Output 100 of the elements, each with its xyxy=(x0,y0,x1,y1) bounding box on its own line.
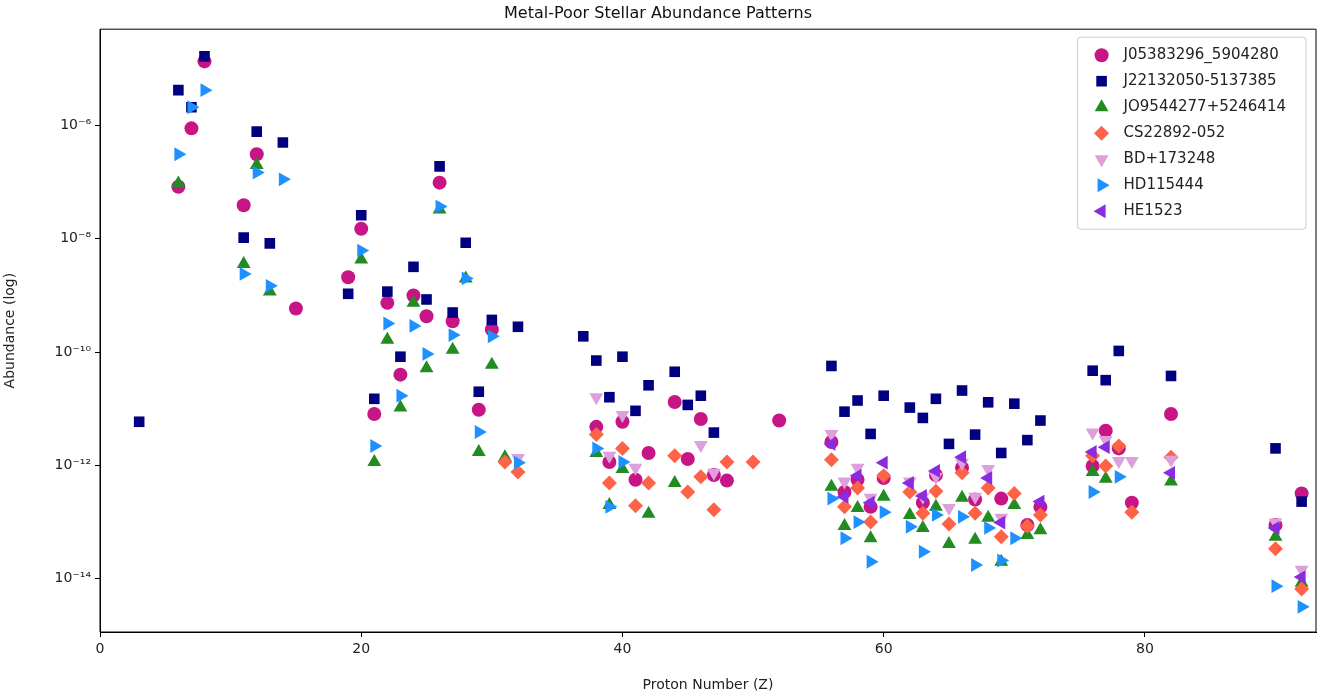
x-tick-label: 80 xyxy=(1135,640,1154,657)
point xyxy=(383,316,396,331)
point xyxy=(618,455,631,469)
point xyxy=(278,172,291,187)
point xyxy=(357,243,370,258)
point xyxy=(1113,345,1125,357)
point xyxy=(878,390,889,402)
point xyxy=(265,278,278,293)
y-tick-label: 10⁻¹² xyxy=(54,456,91,473)
point xyxy=(1296,496,1307,507)
point xyxy=(824,429,839,442)
point xyxy=(695,390,707,402)
point xyxy=(1098,458,1114,474)
point xyxy=(827,491,840,506)
point xyxy=(850,480,866,496)
point xyxy=(382,286,393,297)
point xyxy=(693,412,708,427)
point xyxy=(249,147,264,162)
legend-label: HD115444 xyxy=(1123,175,1204,194)
point xyxy=(682,399,694,411)
point xyxy=(605,499,618,514)
point xyxy=(614,440,630,456)
point xyxy=(174,147,187,162)
point xyxy=(370,439,383,453)
point xyxy=(994,491,1009,506)
point xyxy=(1007,497,1022,510)
point xyxy=(853,515,866,530)
point xyxy=(628,472,643,487)
legend-label: J05383296_5904280 xyxy=(1122,45,1279,65)
point xyxy=(199,51,210,62)
point xyxy=(236,198,251,213)
point xyxy=(941,516,957,532)
point xyxy=(980,480,996,496)
point xyxy=(577,331,589,342)
point xyxy=(1124,456,1139,469)
point xyxy=(993,529,1009,545)
point xyxy=(396,388,409,403)
point xyxy=(342,288,354,300)
point xyxy=(1032,507,1048,523)
point xyxy=(1270,443,1281,454)
point xyxy=(1006,485,1022,501)
point xyxy=(133,416,145,428)
point xyxy=(447,307,458,318)
point xyxy=(826,360,837,372)
point xyxy=(474,425,487,439)
y-tick-label: 10⁻¹⁴ xyxy=(54,569,92,586)
x-axis-title: Proton Number (Z) xyxy=(642,676,774,693)
point xyxy=(942,503,956,516)
point xyxy=(171,175,186,188)
point xyxy=(434,161,445,172)
point xyxy=(772,413,787,428)
point xyxy=(512,321,524,333)
point xyxy=(866,554,879,569)
point xyxy=(667,394,682,409)
point xyxy=(628,463,643,476)
point xyxy=(982,397,994,408)
point xyxy=(954,450,967,465)
point xyxy=(432,175,447,190)
point xyxy=(288,301,303,316)
y-tick-label: 10⁻¹⁰ xyxy=(54,342,92,359)
point xyxy=(942,536,956,549)
point xyxy=(473,386,485,398)
point xyxy=(879,505,892,520)
point xyxy=(1164,455,1178,468)
point xyxy=(460,237,472,249)
point xyxy=(1087,365,1098,377)
point xyxy=(1111,456,1126,469)
x-tick-label: 60 xyxy=(874,640,893,657)
point xyxy=(931,507,944,522)
point xyxy=(1008,398,1020,409)
point xyxy=(604,391,615,403)
point xyxy=(395,351,406,363)
point xyxy=(993,515,1006,530)
point xyxy=(184,121,199,136)
point xyxy=(1268,541,1284,557)
point xyxy=(918,544,931,559)
y-tick-label: 10⁻⁸ xyxy=(60,229,92,246)
point xyxy=(355,209,367,221)
point xyxy=(1294,581,1310,597)
point xyxy=(380,295,395,310)
point xyxy=(967,505,983,521)
point xyxy=(839,406,850,417)
point xyxy=(837,477,852,490)
point xyxy=(601,475,617,491)
point xyxy=(837,518,852,531)
point xyxy=(393,367,408,382)
point xyxy=(980,471,993,485)
point xyxy=(591,355,602,366)
point xyxy=(1033,522,1048,535)
point xyxy=(708,427,720,438)
x-tick-label: 20 xyxy=(352,640,371,657)
point xyxy=(1035,415,1046,426)
point xyxy=(252,165,265,180)
point xyxy=(602,451,617,464)
point xyxy=(354,221,369,236)
legend-label: JO9544277+5246414 xyxy=(1122,97,1287,116)
point xyxy=(368,393,380,405)
point xyxy=(1163,465,1176,480)
point xyxy=(422,346,435,361)
point xyxy=(836,499,852,515)
